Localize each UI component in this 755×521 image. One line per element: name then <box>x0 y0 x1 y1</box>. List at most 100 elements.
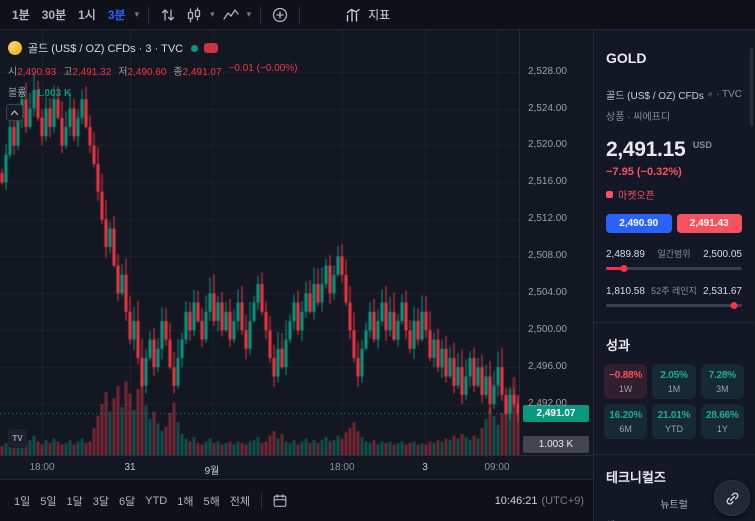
panel-symbol-name: GOLD <box>606 50 647 66</box>
day-range-label: 일간범위 <box>657 249 691 259</box>
panel-scrollbar[interactable] <box>750 48 753 126</box>
panel-price-row: 2,491.15 USD <box>606 138 742 162</box>
bottom-toolbar: 1일 5일 1달 3달 6달 YTD 1해 5해 전체 10:46:21 (UTC+9) <box>0 479 593 521</box>
range-button-1일[interactable]: 1일 <box>9 490 35 512</box>
chart-legend: 골드 (US$ / OZ) CFDs · 3 · TVC 시2,490.93 고… <box>8 40 298 99</box>
price-tick-label: 2,492.00 <box>528 398 567 410</box>
interval-button-30분[interactable]: 30분 <box>36 2 72 27</box>
performance-cell-1M: 2.05% 1M <box>652 364 696 399</box>
price-tick-label: 2,524.00 <box>528 102 567 114</box>
time-tick-label: 18:00 <box>329 462 355 473</box>
ask-price-pill[interactable]: 2,491.43 <box>676 214 742 233</box>
range-button-1달[interactable]: 1달 <box>62 490 88 512</box>
performance-cell-YTD: 21.01% YTD <box>652 404 696 439</box>
week52-range-label: 52주 레인지 <box>651 286 697 296</box>
performance-title: 성과 <box>606 338 630 353</box>
tradingview-logo[interactable]: TV <box>8 429 27 448</box>
go-to-date-calendar-button[interactable] <box>268 490 292 512</box>
panel-symbol-type: 상품 · 씨에프디 <box>606 112 671 123</box>
indicators-icon <box>344 6 362 24</box>
symbol-detail-panel: GOLD 골드 (US$ / OZ) CFDs · TVC 상품 · 씨에프디 … <box>594 30 754 521</box>
panel-price: 2,491.15 <box>606 138 686 161</box>
interval-button-1분[interactable]: 1분 <box>6 2 36 27</box>
line-style-caret[interactable]: ▾ <box>246 9 252 19</box>
open-value: 2,490.93 <box>17 67 57 78</box>
pane-collapse-button[interactable] <box>6 104 23 121</box>
last-price-badge: 2,491.07 <box>523 404 589 422</box>
chevron-up-icon <box>10 110 19 116</box>
line-style-button[interactable] <box>218 3 244 27</box>
performance-cell-6M: 16.20% 6M <box>604 404 648 439</box>
external-link-icon <box>708 92 712 97</box>
performance-grid: −0.88% 1W 2.05% 1M 7.28% 3M 16.20% 6M 21.01% YTD 2… <box>604 364 744 439</box>
bid-price-pill[interactable]: 2,490.90 <box>606 214 672 233</box>
time-tick-label: 31 <box>124 462 136 473</box>
range-button-3달[interactable]: 3달 <box>88 490 114 512</box>
day-range-marker <box>620 265 628 272</box>
volume-value: 1.003 K <box>36 88 72 99</box>
interval-button-3분[interactable]: 3분 <box>102 2 132 27</box>
volume-label: 볼륨 <box>8 88 27 99</box>
toolbar-divider <box>299 5 301 24</box>
time-tick-label: 09:00 <box>484 462 510 473</box>
price-tick-label: 2,512.00 <box>528 213 567 225</box>
week52-range-track <box>606 302 742 309</box>
toolbar-divider <box>261 491 262 510</box>
range-button-1해[interactable]: 1해 <box>172 490 198 512</box>
time-axis[interactable]: 18:00 31 9월 18:00 3 09:00 <box>0 455 593 479</box>
technicals-gauge: 뉴트럴 셀 <box>594 496 754 521</box>
price-tick-label: 2,496.00 <box>528 361 567 373</box>
range-button-YTD[interactable]: YTD <box>140 492 172 510</box>
time-tick-label: 3 <box>422 462 428 473</box>
session-clock[interactable]: 10:46:21 <box>494 494 538 507</box>
day-range-block: 2,489.89 일간범위 2,500.05 <box>606 247 742 272</box>
week52-range-low: 1,810.58 <box>606 286 645 297</box>
change-value: −0.01 (−0.00%) <box>228 63 298 74</box>
market-open-dot-icon <box>191 44 199 52</box>
interval-button-1시[interactable]: 1시 <box>72 2 102 27</box>
panel-change: −7.95 (−0.32%) <box>606 166 682 178</box>
price-tick-label: 2,500.00 <box>528 324 567 336</box>
candlestick-chart[interactable] <box>0 30 520 455</box>
toolbar-divider <box>260 5 262 24</box>
day-range-high: 2,500.05 <box>703 249 742 260</box>
main-area: 골드 (US$ / OZ) CFDs · 3 · TVC 시2,490.93 고… <box>0 30 755 521</box>
day-range-track <box>606 265 742 272</box>
panel-divider <box>594 454 754 455</box>
price-tick-label: 2,516.00 <box>528 176 567 188</box>
market-status-label: 마켓오픈 <box>618 191 655 202</box>
candle-style-caret[interactable]: ▾ <box>210 9 215 19</box>
candle-style-button[interactable] <box>181 3 207 27</box>
price-axis[interactable]: 2,491.07 1.003 K 2,528.00 2,524.00 2,520.0… <box>519 30 593 455</box>
compare-arrows-icon[interactable] <box>155 3 181 27</box>
week52-range-block: 1,810.58 52주 레인지 2,531.67 <box>606 284 742 309</box>
market-status-icon <box>606 191 613 198</box>
range-button-5해[interactable]: 5해 <box>199 490 225 512</box>
timezone-label[interactable]: (UTC+9) <box>541 494 584 507</box>
panel-symbol-link[interactable]: 골드 (US$ / OZ) CFDs · TVC <box>606 87 742 102</box>
range-button-6달[interactable]: 6달 <box>114 490 140 512</box>
compare-add-button[interactable] <box>267 3 293 27</box>
panel-symbol-description: 골드 (US$ / OZ) CFDs <box>606 91 704 102</box>
gauge-sell-label: 셀 <box>606 517 615 521</box>
range-button-전체[interactable]: 전체 <box>225 490 255 512</box>
share-link-button[interactable] <box>714 480 750 516</box>
range-button-5일[interactable]: 5일 <box>35 490 61 512</box>
ohlc-readout: 시2,490.93 고2,491.32 저2,490.60 종2,491.07 … <box>8 63 298 78</box>
market-status: 마켓오픈 <box>606 187 742 202</box>
close-value: 2,491.07 <box>182 67 222 78</box>
low-value: 2,490.60 <box>127 67 167 78</box>
performance-cell-3M: 7.28% 3M <box>700 364 744 399</box>
price-tick-label: 2,520.00 <box>528 139 567 151</box>
time-tick-label: 18:00 <box>29 462 55 473</box>
interval-dropdown-caret[interactable]: ▾ <box>134 9 140 19</box>
data-status-flag-icon[interactable] <box>204 43 219 53</box>
performance-cell-1Y: 28.66% 1Y <box>700 404 744 439</box>
interval-buttons: 1분 30분 1시 3분 <box>6 2 132 27</box>
indicators-button[interactable]: 지표 <box>344 6 390 24</box>
symbol-logo-icon <box>8 41 22 55</box>
chart-legend-title[interactable]: 골드 (US$ / OZ) CFDs · 3 · TVC <box>28 43 184 55</box>
day-range-low: 2,489.89 <box>606 249 645 260</box>
panel-currency: USD <box>692 140 712 150</box>
